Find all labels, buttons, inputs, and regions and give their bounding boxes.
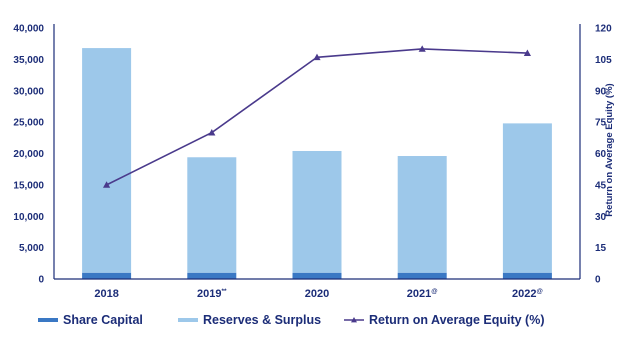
legend-item: Reserves & Surplus <box>178 313 321 327</box>
axes <box>53 24 581 280</box>
y-tick-label: 35,000 <box>13 55 44 66</box>
roe-line <box>103 45 531 188</box>
roe-point <box>523 49 531 56</box>
y-tick-label: 15,000 <box>13 180 44 191</box>
y-tick-label: 30,000 <box>13 86 44 97</box>
legend-swatch <box>38 318 58 322</box>
bar-share-capital <box>502 272 552 279</box>
bar-share-capital <box>187 272 237 279</box>
legend-item: Share Capital <box>38 313 143 327</box>
bar-reserves-surplus <box>82 48 132 273</box>
roe-point <box>208 128 216 136</box>
x-tick-label: 2019** <box>197 288 227 300</box>
y2-tick-label: 120 <box>595 24 612 35</box>
roe-point <box>418 45 426 52</box>
y2-tick-label: 75 <box>595 118 607 129</box>
bar-reserves-surplus <box>292 150 342 273</box>
bars <box>82 48 552 279</box>
y2-tick-label: 45 <box>595 180 607 191</box>
y2-tick-label: 60 <box>595 149 607 160</box>
y-tick-label: 5,000 <box>19 243 44 254</box>
y2-tick-label: 105 <box>595 55 612 66</box>
bar-share-capital <box>292 272 342 279</box>
y-tick-label: 0 <box>38 275 44 286</box>
x-tick-label: 2020 <box>305 288 329 300</box>
legend-label: Share Capital <box>63 313 143 327</box>
bar-share-capital <box>82 272 132 279</box>
legend: Share Capital Reserves & Surplus Return on… <box>38 313 544 327</box>
right-axis-ticks: 0 15 30 45 60 75 90 105 120 <box>595 24 612 286</box>
left-axis-ticks: 0 5,000 10,000 15,000 20,000 25,000 30,000 35,0… <box>13 24 44 286</box>
legend-item: Return on Average Equity (%) <box>344 313 544 327</box>
bar-reserves-surplus <box>187 157 237 273</box>
y-tick-label: 20,000 <box>13 149 44 160</box>
y2-tick-label: 90 <box>595 86 607 97</box>
bar-reserves-surplus <box>397 156 447 273</box>
right-axis-title: Return on Average Equity (%) <box>604 83 615 216</box>
y2-tick-label: 30 <box>595 212 607 223</box>
y2-tick-label: 0 <box>595 275 601 286</box>
legend-swatch <box>178 318 198 322</box>
roe-point <box>313 53 321 61</box>
y2-tick-label: 15 <box>595 243 607 254</box>
legend-label: Return on Average Equity (%) <box>369 313 544 327</box>
y-tick-label: 25,000 <box>13 118 44 129</box>
x-tick-label: 2022@ <box>512 288 543 300</box>
x-axis-labels: 2018 2019** 2020 2021@ 2022@ <box>94 288 542 300</box>
roe-point <box>103 181 111 188</box>
bar-share-capital <box>397 272 447 279</box>
legend-marker <box>351 317 357 323</box>
legend-label: Reserves & Surplus <box>203 313 321 327</box>
y-tick-label: 40,000 <box>13 24 44 35</box>
x-tick-label: 2021@ <box>407 288 438 300</box>
x-tick-label: 2018 <box>94 288 118 300</box>
bar-reserves-surplus <box>502 123 552 273</box>
y-tick-label: 10,000 <box>13 212 44 223</box>
